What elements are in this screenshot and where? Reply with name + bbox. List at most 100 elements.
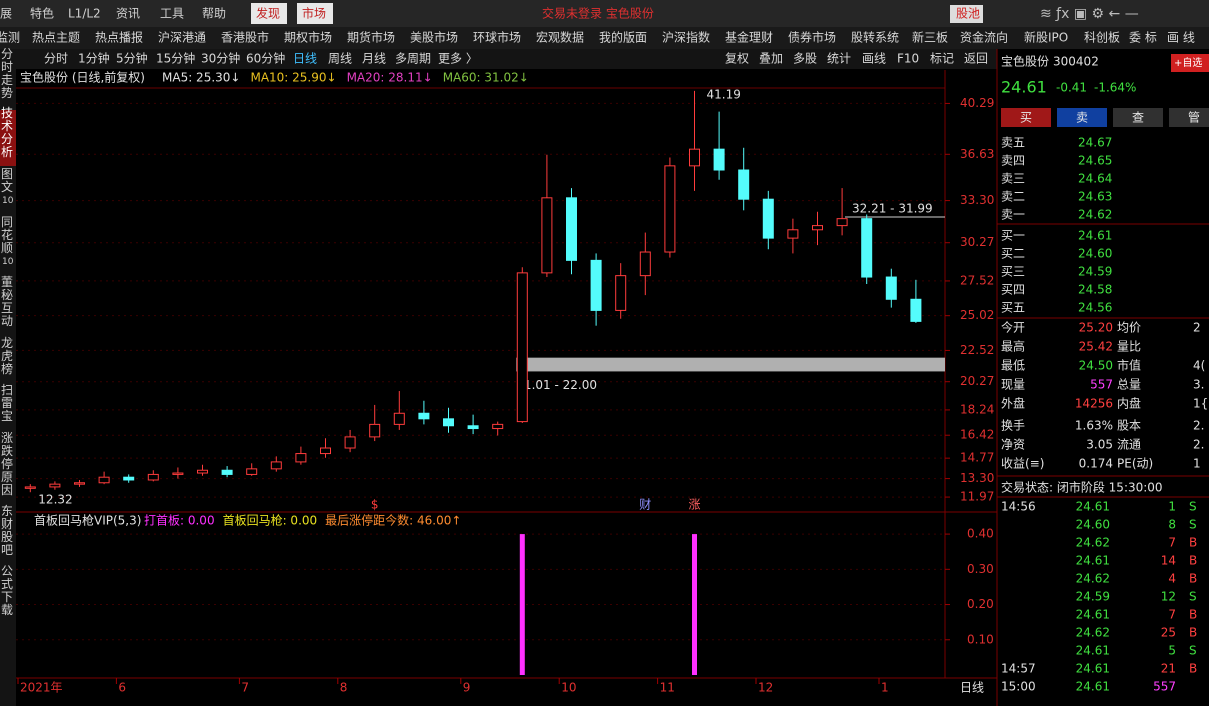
nav-item[interactable]: 新股IPO xyxy=(1024,30,1068,45)
nav-item[interactable]: 监测 xyxy=(0,31,20,45)
menu-tab[interactable]: 发现 xyxy=(256,6,280,21)
nav-item[interactable]: 委 标 xyxy=(1129,31,1157,45)
period-button[interactable]: 多周期 xyxy=(395,52,431,66)
side-tab[interactable]: 技术分析 xyxy=(1,106,13,159)
period-button[interactable]: 5分钟 xyxy=(116,51,148,66)
nav-item[interactable]: 期权市场 xyxy=(284,30,332,45)
stat-value: 24.50 xyxy=(1079,359,1113,373)
tool-button[interactable]: 画线 xyxy=(862,52,886,66)
nav-item[interactable]: 新三板 xyxy=(912,30,948,45)
y-tick-label: 11.97 xyxy=(960,490,994,504)
add-watchlist[interactable]: +自选 xyxy=(1174,56,1202,69)
nav-item[interactable]: 股转系统 xyxy=(851,30,899,45)
indicator-legend: 打首板: 0.00 xyxy=(144,514,215,528)
side-tab[interactable]: 分时走势 xyxy=(1,47,13,100)
tool-button[interactable]: 叠加 xyxy=(759,52,783,66)
nav-item[interactable]: 环球市场 xyxy=(473,30,521,45)
period-button[interactable]: 15分钟 xyxy=(156,51,195,66)
candle-body xyxy=(24,486,36,489)
tool-button[interactable]: 统计 xyxy=(827,52,851,66)
nav-item[interactable]: 沪深指数 xyxy=(662,30,710,45)
y-tick-label: 0.10 xyxy=(967,632,994,646)
side-tab[interactable]: 董秘互动 xyxy=(1,275,13,328)
ma-legend: MA5: 25.30↓ xyxy=(162,71,240,85)
stat-label: 流通 xyxy=(1117,438,1141,452)
side-tab[interactable]: 东财股吧 xyxy=(1,504,13,557)
side-tab[interactable]: 扫雷宝 xyxy=(1,383,13,423)
candle-body xyxy=(738,169,750,200)
period-button[interactable]: 日线 xyxy=(293,52,317,66)
side-tab[interactable]: 图文 10 xyxy=(1,167,14,206)
bid-price: 24.61 xyxy=(1078,229,1112,243)
trade-time: 14:57 xyxy=(1001,662,1036,676)
pool-button[interactable]: 股池 xyxy=(956,7,980,21)
side-tab[interactable]: 同花顺 10 xyxy=(1,215,14,267)
stat-value: 4( xyxy=(1193,359,1205,373)
x-tick-label: 12 xyxy=(758,681,773,695)
period-button[interactable]: 30分钟 xyxy=(201,51,240,66)
trade-button[interactable]: 管 xyxy=(1188,110,1200,125)
nav-item[interactable]: 香港股市 xyxy=(221,30,269,45)
event-marker[interactable]: $ xyxy=(371,498,379,512)
trade-price: 24.62 xyxy=(1076,626,1110,640)
period-button[interactable]: 60分钟 xyxy=(246,51,285,66)
toolbar-icons[interactable]: ≋ ƒx ▣ ⚙ ← — xyxy=(1040,6,1139,22)
period-button[interactable]: 周线 xyxy=(328,52,352,66)
chart-title: 宝色股份 (日线,前复权) xyxy=(20,70,145,85)
trade-button[interactable]: 查 xyxy=(1132,111,1144,125)
x-tick-label: 2021年 xyxy=(20,681,63,695)
side-tab[interactable]: 公式下载 xyxy=(1,564,13,617)
menu-item[interactable]: 帮助 xyxy=(202,7,226,21)
nav-item[interactable]: 基金理财 xyxy=(725,30,773,45)
indicator-title: 首板回马枪VIP(5,3) xyxy=(34,513,141,528)
candle-body xyxy=(689,148,700,167)
trade-price: 24.61 xyxy=(1076,662,1110,676)
menu-item[interactable]: 展 xyxy=(0,7,12,21)
nav-item[interactable]: 科创板 xyxy=(1084,31,1120,45)
menu-item[interactable]: 特色 xyxy=(30,6,54,21)
side-tab[interactable]: 涨跌停原因 xyxy=(1,430,13,497)
tool-button[interactable]: 复权 xyxy=(725,52,749,66)
candle-body xyxy=(221,469,233,475)
stock-name: 宝色股份 xyxy=(1001,55,1049,69)
stat-label: 今开 xyxy=(1001,320,1025,335)
last-price: 24.61 xyxy=(1001,78,1047,97)
menu-bar xyxy=(0,0,1209,27)
nav-item[interactable]: 期货市场 xyxy=(347,30,395,45)
tool-button[interactable]: 返回 xyxy=(964,52,988,66)
trade-price: 24.62 xyxy=(1076,536,1110,550)
nav-item[interactable]: 宏观数据 xyxy=(536,30,584,45)
tool-button[interactable]: 多股 xyxy=(793,52,817,66)
candle-body xyxy=(615,275,627,311)
nav-item[interactable]: 热点播报 xyxy=(95,30,143,45)
period-button[interactable]: 分时 xyxy=(44,52,68,66)
menu-item[interactable]: 工具 xyxy=(160,7,184,21)
ask-label: 卖一 xyxy=(1001,208,1025,222)
tool-button[interactable]: F10 xyxy=(897,52,919,66)
tool-button[interactable]: 标记 xyxy=(930,52,954,66)
trade-button[interactable]: 卖 xyxy=(1076,111,1088,125)
trade-button[interactable]: 买 xyxy=(1020,111,1032,125)
menu-tab[interactable]: 市场 xyxy=(302,6,326,21)
indicator-legend: 首板回马枪: 0.00 xyxy=(223,513,318,528)
nav-item[interactable]: 画 线 xyxy=(1167,31,1195,45)
period-button[interactable]: 更多 〉 xyxy=(438,52,478,66)
nav-item[interactable]: 热点主题 xyxy=(32,31,80,45)
nav-item[interactable]: 我的版面 xyxy=(599,30,647,45)
nav-item[interactable]: 债券市场 xyxy=(788,30,836,45)
candle-body xyxy=(418,412,430,420)
period-button[interactable]: 1分钟 xyxy=(78,51,110,66)
nav-item[interactable]: 美股市场 xyxy=(410,30,458,45)
candle-body xyxy=(812,225,823,231)
y-tick-label: 16.42 xyxy=(960,428,994,442)
event-marker[interactable]: 涨 xyxy=(688,497,700,512)
side-tab[interactable]: 龙虎榜 xyxy=(1,336,13,376)
menu-item[interactable]: L1/L2 xyxy=(68,7,101,21)
candle-body xyxy=(664,165,676,253)
menu-item[interactable]: 资讯 xyxy=(116,7,140,21)
period-button[interactable]: 月线 xyxy=(362,52,386,66)
event-marker[interactable]: 财 xyxy=(639,498,651,512)
candle-body xyxy=(443,418,454,427)
nav-item[interactable]: 资金流向 xyxy=(960,30,1008,45)
nav-item[interactable]: 沪深港通 xyxy=(158,31,206,45)
